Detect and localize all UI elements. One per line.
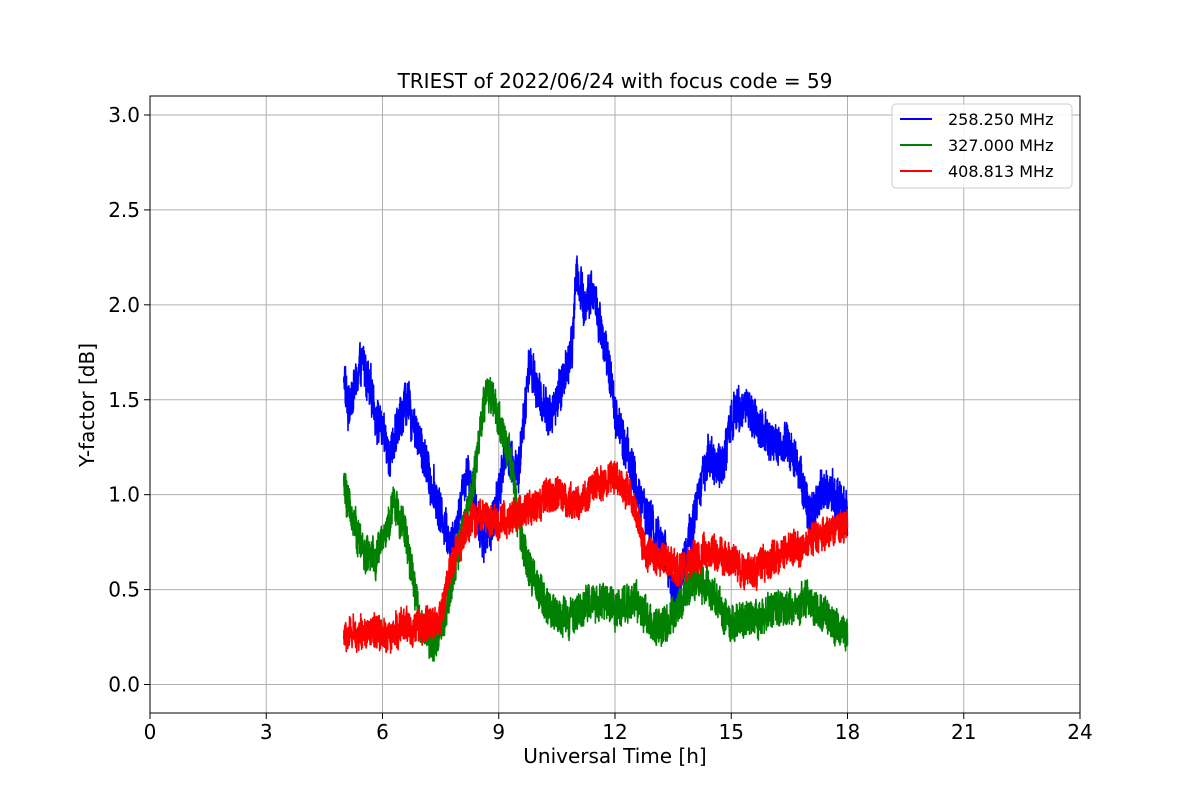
- legend-label: 258.250 MHz: [948, 110, 1053, 129]
- x-tick-label: 12: [602, 720, 627, 744]
- x-tick-label: 9: [492, 720, 505, 744]
- legend-box: [891, 103, 1073, 189]
- x-tick-label: 15: [719, 720, 744, 744]
- x-tick-label: 0: [144, 720, 157, 744]
- series-line: [342, 255, 849, 614]
- y-tick-label: 0.5: [108, 578, 140, 602]
- legend: 258.250 MHz 327.000 MHz 408.813 MHz: [891, 103, 1073, 189]
- y-tick-label: 1.5: [108, 388, 140, 412]
- y-tick-label: 0.0: [108, 673, 140, 697]
- series-line: [342, 460, 849, 654]
- legend-label: 408.813 MHz: [948, 162, 1053, 181]
- y-tick-label: 2.0: [108, 293, 140, 317]
- x-tick-label: 18: [835, 720, 860, 744]
- y-tick-label: 1.0: [108, 483, 140, 507]
- chart-title: TRIEST of 2022/06/24 with focus code = 5…: [397, 69, 833, 93]
- y-tick-label: 2.5: [108, 198, 140, 222]
- y-axis-label: Y-factor [dB]: [75, 343, 99, 468]
- y-tick-label: 3.0: [108, 103, 140, 127]
- x-tick-label: 3: [260, 720, 273, 744]
- x-tick-label: 24: [1067, 720, 1092, 744]
- x-axis-label: Universal Time [h]: [523, 744, 706, 768]
- ticks: 0 3 6 9 12 15 18 21 24 0.0 0.5 1.0 1.5 2.0 2.5 3.0: [108, 103, 1093, 744]
- x-tick-label: 21: [951, 720, 976, 744]
- series-layer: [342, 255, 849, 662]
- legend-label: 327.000 MHz: [948, 136, 1053, 155]
- x-tick-label: 6: [376, 720, 389, 744]
